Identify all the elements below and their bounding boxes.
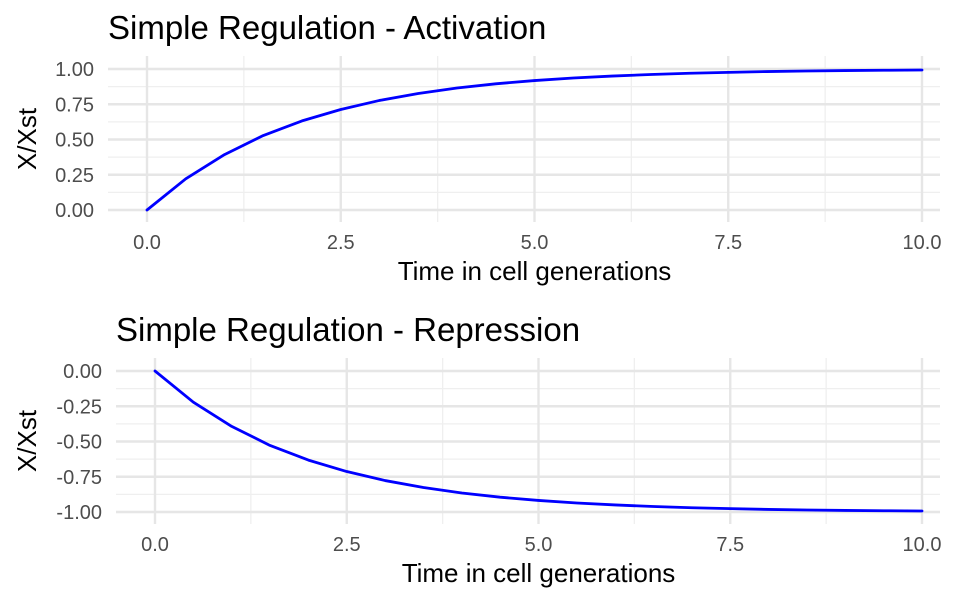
x-tick-label: 2.5 xyxy=(327,232,355,254)
y-tick-label: 1.00 xyxy=(55,59,94,81)
y-tick-label: -0.50 xyxy=(56,432,102,454)
x-tick-label: 10.0 xyxy=(903,232,942,254)
y-tick-label: 0.00 xyxy=(55,200,94,222)
chart-2: 0.0 2.5 5.0 7.5 10.0 -1.00 -0.75 -0.50 -0.25 0.00… xyxy=(12,311,941,588)
y-axis-title: X/Xst xyxy=(12,409,42,472)
y-tick-label: -1.00 xyxy=(56,502,102,524)
y-tick-label: 0.00 xyxy=(63,361,102,383)
series-line-activation xyxy=(145,68,924,212)
x-tick-label: 2.5 xyxy=(333,534,361,556)
x-tick-label: 10.0 xyxy=(903,534,942,556)
x-tick-label: 0.0 xyxy=(133,232,161,254)
x-tick-label: 0.0 xyxy=(141,534,169,556)
series-line-repression xyxy=(153,369,924,513)
y-axis-title: X/Xst xyxy=(12,107,42,170)
chart-title: Simple Regulation - Activation xyxy=(108,9,546,46)
y-tick-label: 0.50 xyxy=(55,130,94,152)
y-tick-label: -0.25 xyxy=(56,396,102,418)
x-tick-label: 7.5 xyxy=(714,232,742,254)
x-tick-label: 5.0 xyxy=(521,232,549,254)
y-tick-label: 0.25 xyxy=(55,165,94,187)
chart-1: 0.0 2.5 5.0 7.5 10.0 0.00 0.25 0.50 0.75 1.00 Simp… xyxy=(12,9,941,286)
x-tick-label: 5.0 xyxy=(525,534,553,556)
x-tick-label: 7.5 xyxy=(716,534,744,556)
chart-title: Simple Regulation - Repression xyxy=(116,311,580,348)
y-tick-label: 0.75 xyxy=(55,94,94,116)
x-axis-title: Time in cell generations xyxy=(402,558,676,588)
x-axis-title: Time in cell generations xyxy=(398,256,672,286)
y-tick-label: -0.75 xyxy=(56,467,102,489)
